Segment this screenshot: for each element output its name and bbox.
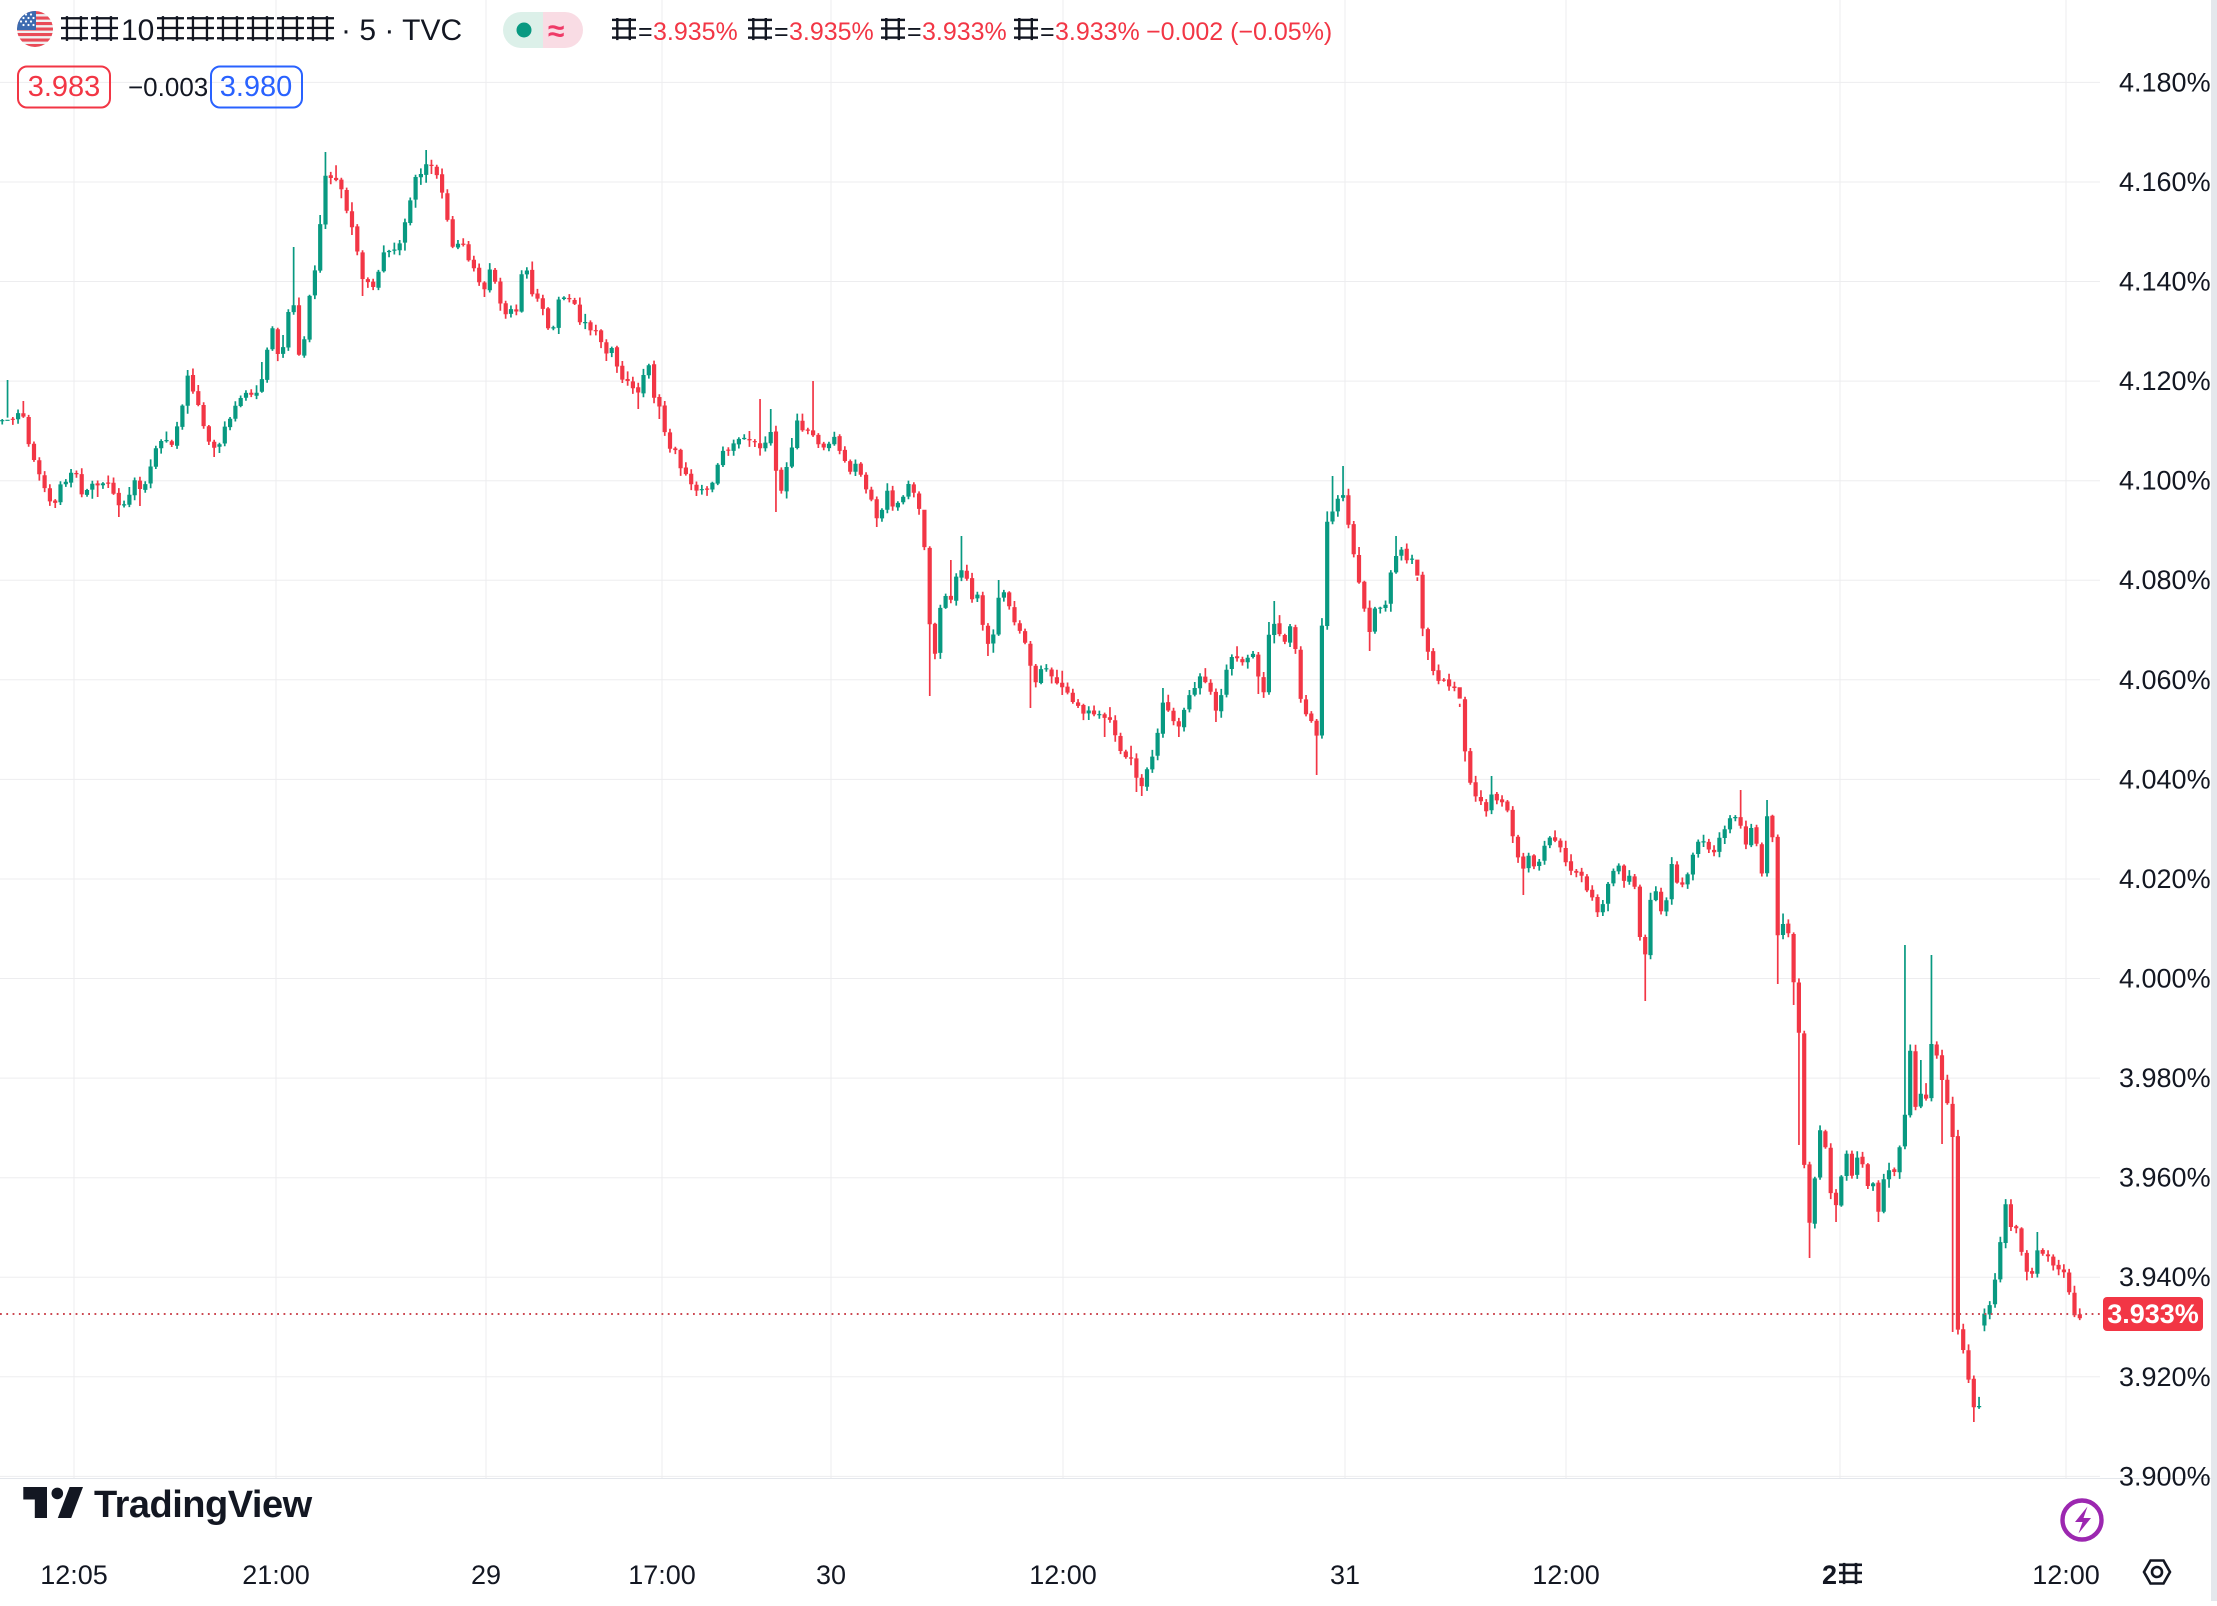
svg-text:−0.003: −0.003 — [128, 72, 208, 102]
svg-text:4.160%: 4.160% — [2119, 167, 2211, 197]
svg-text:4.080%: 4.080% — [2119, 565, 2211, 595]
svg-text:17:00: 17:00 — [628, 1560, 696, 1590]
svg-text:3.940%: 3.940% — [2119, 1262, 2211, 1292]
svg-text:3.933%: 3.933% — [2107, 1299, 2199, 1329]
svg-text:3.935%: 3.935% — [653, 18, 738, 46]
svg-text:29: 29 — [471, 1560, 501, 1590]
svg-text:2: 2 — [1822, 1560, 1837, 1590]
svg-text:4.020%: 4.020% — [2119, 864, 2211, 894]
svg-text:3.980%: 3.980% — [2119, 1063, 2211, 1093]
svg-text:4.140%: 4.140% — [2119, 267, 2211, 297]
svg-text:=: = — [774, 18, 789, 46]
svg-text:3.960%: 3.960% — [2119, 1163, 2211, 1193]
svg-text:3.980: 3.980 — [220, 71, 293, 103]
svg-text:=: = — [907, 18, 922, 46]
svg-text:· 5 · TVC: · 5 · TVC — [341, 14, 462, 47]
svg-text:−0.002 (−0.05%): −0.002 (−0.05%) — [1146, 18, 1332, 46]
svg-text:4.000%: 4.000% — [2119, 964, 2211, 994]
svg-text:12:00: 12:00 — [1532, 1560, 1600, 1590]
svg-text:3.983: 3.983 — [28, 71, 101, 103]
svg-text:10: 10 — [121, 14, 154, 47]
svg-text:4.100%: 4.100% — [2119, 466, 2211, 496]
svg-text:12:05: 12:05 — [40, 1560, 108, 1590]
svg-text:12:00: 12:00 — [2032, 1560, 2100, 1590]
svg-text:3.933%: 3.933% — [1055, 18, 1140, 46]
svg-text:4.060%: 4.060% — [2119, 665, 2211, 695]
svg-text:3.935%: 3.935% — [789, 18, 874, 46]
svg-text:3.933%: 3.933% — [922, 18, 1007, 46]
svg-text:3.900%: 3.900% — [2119, 1461, 2211, 1491]
svg-text:30: 30 — [816, 1560, 846, 1590]
svg-text:4.120%: 4.120% — [2119, 366, 2211, 396]
svg-text:4.180%: 4.180% — [2119, 67, 2211, 97]
svg-text:21:00: 21:00 — [242, 1560, 310, 1590]
svg-text:3.920%: 3.920% — [2119, 1362, 2211, 1392]
svg-text:12:00: 12:00 — [1029, 1560, 1097, 1590]
svg-text:4.040%: 4.040% — [2119, 764, 2211, 794]
svg-text:≈: ≈ — [548, 15, 564, 48]
svg-text:=: = — [638, 18, 653, 46]
svg-text:=: = — [1040, 18, 1055, 46]
svg-text:TradingView: TradingView — [94, 1484, 313, 1526]
svg-text:31: 31 — [1330, 1560, 1360, 1590]
